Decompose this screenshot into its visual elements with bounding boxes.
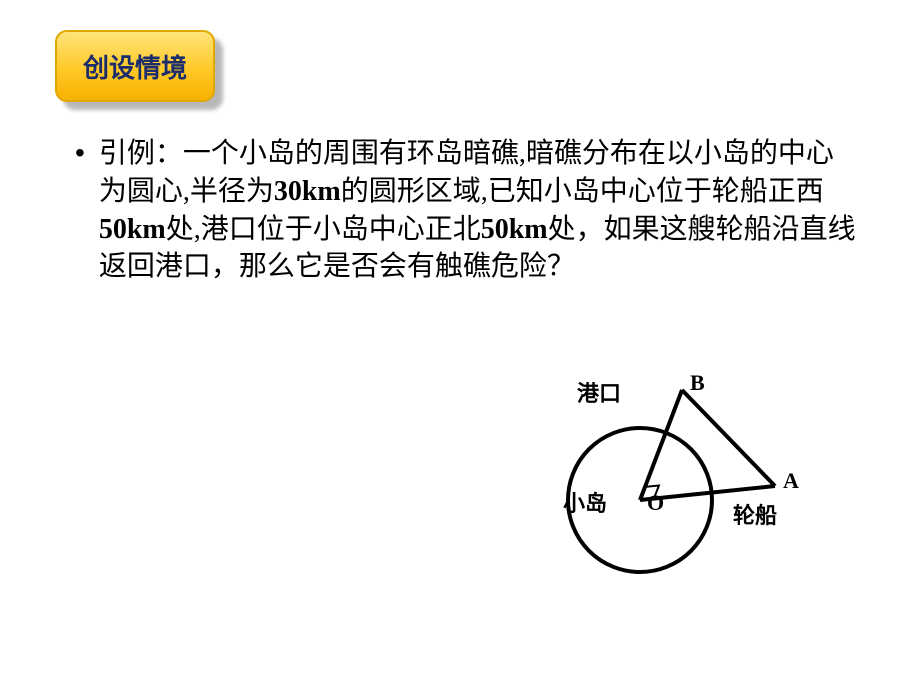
- badge-label: 创设情境: [83, 48, 187, 85]
- label-O: O: [647, 490, 664, 516]
- radius-value: 30km: [274, 176, 341, 207]
- text-s2: 的圆形区域,已知小岛中心位于轮船正西: [341, 176, 824, 207]
- section-badge: 创设情境: [55, 30, 215, 102]
- label-A: A: [783, 468, 799, 494]
- bullet-icon: •: [75, 137, 85, 169]
- geometry-diagram: 港口 B 小岛 O A 轮船: [525, 370, 845, 630]
- problem-row: • 引例：一个小岛的周围有环岛暗礁,暗礁分布在以小岛的中心为圆心,半径为30km…: [75, 135, 860, 286]
- label-ship: 轮船: [733, 498, 777, 530]
- label-port: 港口: [577, 376, 621, 408]
- dist2-value: 50km: [481, 214, 548, 245]
- problem-text: 引例：一个小岛的周围有环岛暗礁,暗礁分布在以小岛的中心为圆心,半径为30km的圆…: [99, 135, 860, 286]
- dist1-value: 50km: [99, 214, 166, 245]
- label-island: 小岛: [563, 486, 607, 518]
- label-B: B: [690, 370, 705, 396]
- lead-text: 引例：: [99, 138, 183, 169]
- badge-body: 创设情境: [55, 30, 215, 102]
- text-s3: 处,港口位于小岛中心正北: [166, 214, 481, 245]
- content-area: • 引例：一个小岛的周围有环岛暗礁,暗礁分布在以小岛的中心为圆心,半径为30km…: [75, 135, 860, 286]
